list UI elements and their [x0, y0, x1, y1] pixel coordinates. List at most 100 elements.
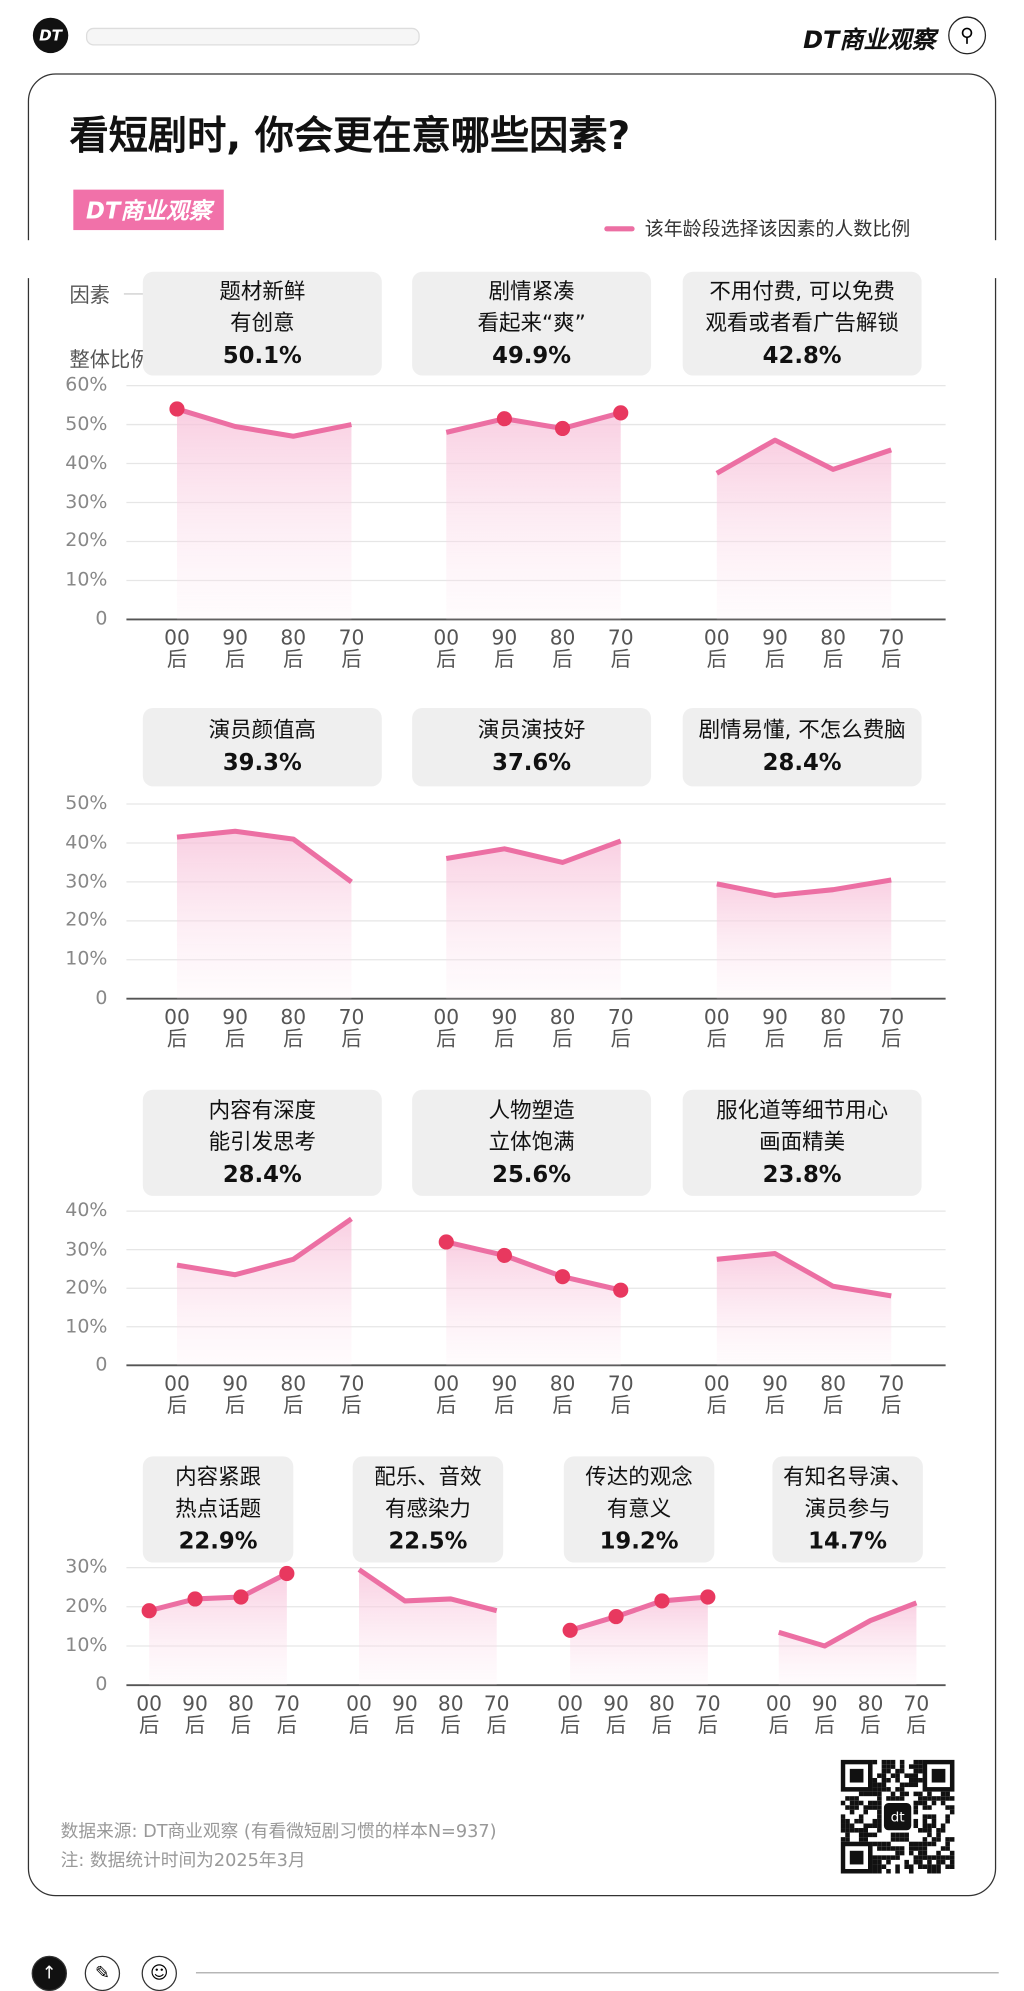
series-area	[779, 1603, 917, 1685]
x-tick-label: 00后	[432, 627, 460, 670]
x-tick-label: 80后	[437, 1693, 465, 1736]
y-tick-label: 40%	[57, 830, 108, 853]
x-tick-label: 00后	[556, 1693, 584, 1736]
x-tick-label: 90后	[221, 1006, 249, 1049]
x-tick-label: 70后	[338, 1373, 366, 1416]
x-tick-label: 70后	[273, 1693, 301, 1736]
overall-value: 28.4%	[143, 1159, 382, 1191]
x-tick-label: 90后	[221, 627, 249, 670]
factor-label: 配乐、音效 有感染力	[353, 1462, 503, 1525]
data-point-highlight	[608, 1609, 623, 1624]
data-point-highlight	[279, 1566, 294, 1581]
x-tick-label: 00后	[765, 1693, 793, 1736]
x-tick-label: 00后	[163, 1006, 191, 1049]
data-point-highlight	[555, 421, 570, 436]
x-tick-label: 00后	[703, 1373, 731, 1416]
x-tick-label: 00后	[163, 1373, 191, 1416]
series-area	[359, 1570, 497, 1686]
edit-button[interactable]: ✎	[85, 1956, 120, 1991]
factor-label: 内容紧跟 热点话题	[143, 1462, 293, 1525]
x-tick-label: 90后	[391, 1693, 419, 1736]
x-tick-label: 80后	[819, 1373, 847, 1416]
x-tick-label: 90后	[491, 627, 519, 670]
x-tick-label: 00后	[135, 1693, 163, 1736]
data-point-highlight	[497, 1248, 512, 1263]
data-point-highlight	[613, 1283, 628, 1298]
x-tick-label: 90后	[761, 1373, 789, 1416]
data-point-highlight	[563, 1623, 578, 1638]
x-tick-label: 70后	[694, 1693, 722, 1736]
y-tick-label: 0	[57, 1353, 108, 1376]
y-tick-label: 10%	[57, 1314, 108, 1337]
x-tick-label: 00后	[163, 627, 191, 670]
data-point-highlight	[142, 1603, 157, 1618]
overall-value: 14.7%	[772, 1525, 922, 1557]
x-tick-label: 70后	[338, 1006, 366, 1049]
y-tick-label: 20%	[57, 1276, 108, 1299]
overall-value: 37.6%	[412, 747, 651, 779]
y-tick-label: 40%	[57, 1198, 108, 1221]
x-tick-label: 70后	[483, 1693, 511, 1736]
overall-value: 23.8%	[683, 1159, 922, 1191]
factor-label: 服化道等细节用心 画面精美	[683, 1095, 922, 1158]
x-tick-label: 80后	[549, 627, 577, 670]
data-source: 数据来源: DT商业观察 (有看微短剧习惯的样本N=937)	[61, 1818, 497, 1843]
series-area	[446, 1242, 620, 1365]
x-tick-label: 90后	[221, 1373, 249, 1416]
profile-button[interactable]: ☺	[142, 1956, 177, 1991]
y-tick-label: 30%	[57, 1237, 108, 1260]
x-tick-label: 00后	[432, 1006, 460, 1049]
factor-box: 剧情紧凑 看起来“爽”49.9%	[412, 272, 651, 376]
x-tick-label: 90后	[491, 1006, 519, 1049]
series-area	[177, 1219, 351, 1366]
x-tick-label: 00后	[703, 627, 731, 670]
y-tick-label: 20%	[57, 1594, 108, 1617]
data-point-highlight	[700, 1589, 715, 1604]
data-point-highlight	[497, 411, 512, 426]
factor-label: 题材新鲜 有创意	[143, 276, 382, 339]
factor-label: 演员演技好	[412, 716, 651, 748]
x-tick-label: 70后	[903, 1693, 931, 1736]
y-tick-label: 30%	[57, 869, 108, 892]
y-tick-label: 20%	[57, 908, 108, 931]
qr-code[interactable]: dt	[841, 1760, 955, 1874]
x-tick-label: 70后	[877, 1006, 905, 1049]
overall-value: 42.8%	[683, 339, 922, 371]
data-point-highlight	[613, 405, 628, 420]
x-tick-label: 00后	[432, 1373, 460, 1416]
y-tick-label: 10%	[57, 1633, 108, 1656]
series-area	[177, 409, 351, 619]
x-tick-label: 70后	[607, 1006, 635, 1049]
overall-value: 28.4%	[683, 747, 922, 779]
data-point-highlight	[654, 1593, 669, 1608]
factor-label: 不用付费, 可以免费 观看或者看广告解锁	[683, 276, 922, 339]
y-tick-label: 30%	[57, 1555, 108, 1578]
series-area	[149, 1573, 287, 1685]
factor-label: 人物塑造 立体饱满	[412, 1095, 651, 1158]
x-tick-label: 80后	[857, 1693, 885, 1736]
series-area	[717, 440, 891, 619]
x-tick-label: 80后	[279, 1006, 307, 1049]
x-tick-label: 90后	[491, 1373, 519, 1416]
factor-label: 剧情紧凑 看起来“爽”	[412, 276, 651, 339]
data-point-highlight	[169, 401, 184, 416]
x-tick-label: 70后	[607, 627, 635, 670]
overall-value: 50.1%	[143, 339, 382, 371]
bottom-divider	[196, 1972, 999, 1973]
data-point-highlight	[555, 1269, 570, 1284]
scroll-top-button[interactable]: ↑	[32, 1956, 67, 1991]
factor-label: 演员颜值高	[143, 716, 382, 748]
factor-label: 有知名导演、 演员参与	[772, 1462, 922, 1525]
y-tick-label: 20%	[57, 529, 108, 552]
y-tick-label: 0	[57, 1673, 108, 1696]
qr-center-text: dt	[891, 1810, 906, 1826]
series-area	[446, 413, 620, 620]
